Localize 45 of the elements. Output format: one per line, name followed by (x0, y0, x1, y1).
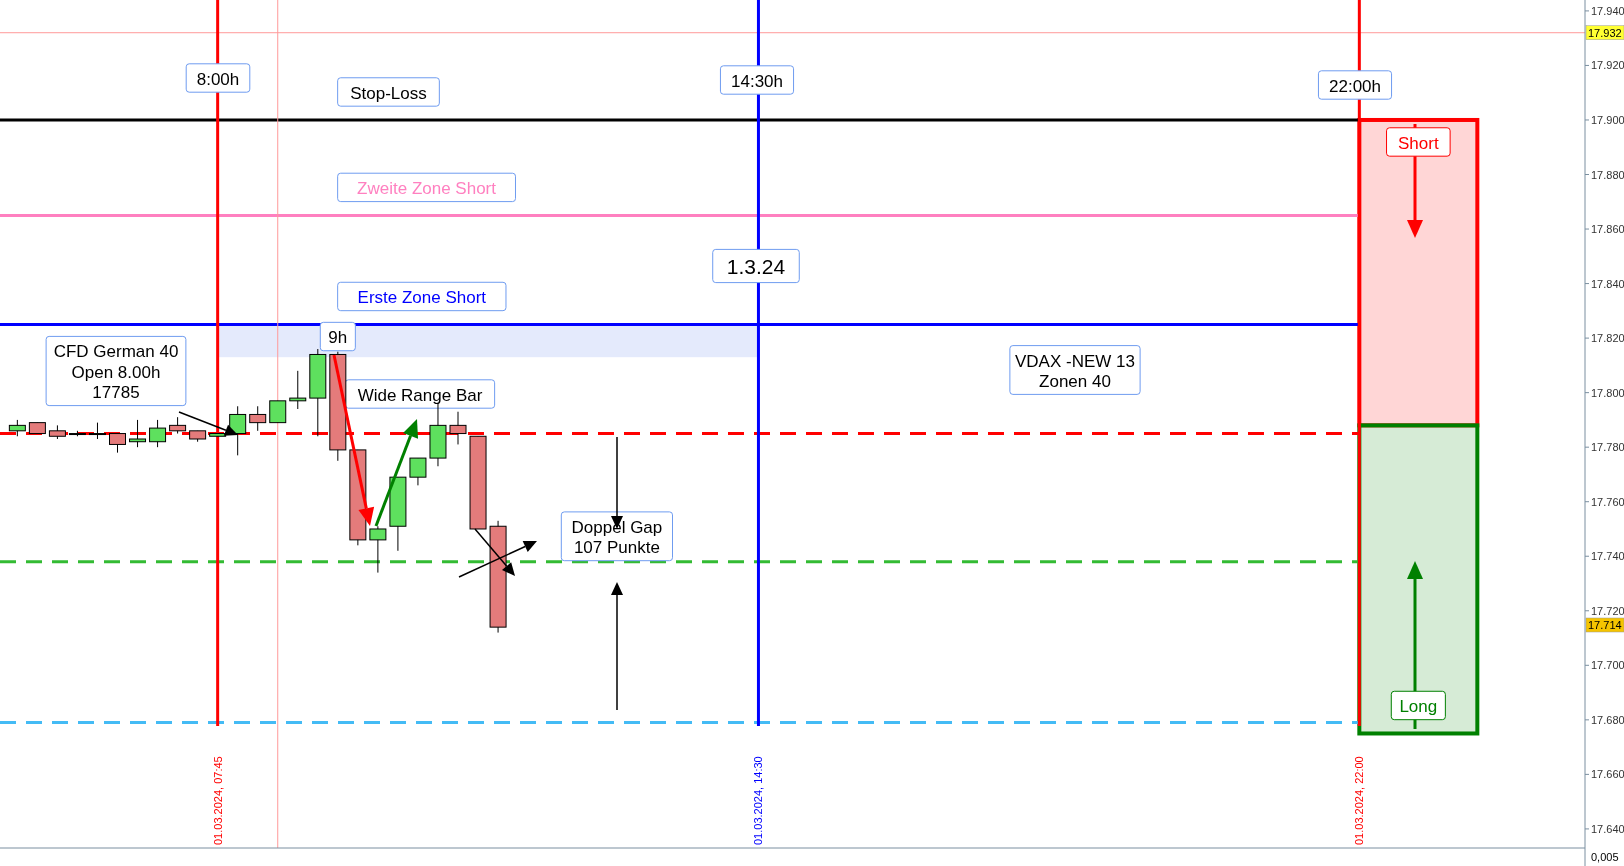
x-tick-label: 01.03.2024, 14:30 (752, 756, 765, 845)
y-tick-label: 17.860 (1591, 223, 1624, 236)
y-tick-label: 17.740 (1591, 550, 1624, 563)
candlestick (289, 370, 307, 410)
candlestick (269, 400, 287, 424)
annotation: 9h (328, 328, 348, 348)
ref-line-label: 17.932 (1588, 26, 1622, 39)
candlestick (149, 419, 167, 448)
annotation: Wide Range Bar (357, 385, 483, 405)
candlestick (369, 525, 387, 574)
band-label: Short (1398, 133, 1439, 153)
y-tick-label: 17.820 (1591, 332, 1624, 345)
text: 0,005 (1591, 851, 1619, 863)
annotation: CFD German 40 Open 8.00h 17785 (53, 342, 179, 403)
y-tick-label: 17.900 (1591, 113, 1624, 126)
y-tick-label: 17.940 (1591, 4, 1624, 17)
annotation: 8:00h (196, 69, 240, 89)
candlestick (409, 457, 427, 486)
ref-line-label: Erste Zone Short (357, 288, 487, 308)
candlestick (249, 405, 267, 432)
y-tick-label: 17.760 (1591, 495, 1624, 508)
candlestick (449, 411, 467, 445)
y-tick-label: 17.800 (1591, 386, 1624, 399)
y-tick-label: 17.920 (1591, 59, 1624, 72)
annotation: VDAX -NEW 13 Zonen 40 (1015, 351, 1135, 391)
annotation: Doppel Gap 107 Punkte (571, 517, 663, 558)
y-tick-label: 17.640 (1591, 822, 1624, 835)
candlestick (129, 419, 147, 448)
annotation: 14:30h (731, 71, 783, 91)
y-tick-label: 17.780 (1591, 441, 1624, 454)
candlestick (109, 433, 127, 454)
y-tick-label: 17.700 (1591, 659, 1624, 672)
band-label: Long (1399, 697, 1438, 717)
annotation: 1.3.24 (726, 255, 786, 279)
text: 17.714 (1588, 619, 1622, 631)
x-tick-label: 01.03.2024, 07:45 (211, 756, 224, 845)
y-tick-label: 17.840 (1591, 277, 1624, 290)
y-tick-label: 17.660 (1591, 768, 1624, 781)
annotation: 22:00h (1329, 76, 1381, 96)
x-tick-label: 01.03.2024, 22:00 (1353, 756, 1366, 845)
y-tick-label: 17.880 (1591, 168, 1624, 181)
y-tick-label: 17.680 (1591, 713, 1624, 726)
ref-line-label: Stop-Loss (350, 83, 427, 103)
y-tick-label: 17.720 (1591, 604, 1624, 617)
ref-line-label: Zweite Zone Short (357, 179, 497, 199)
